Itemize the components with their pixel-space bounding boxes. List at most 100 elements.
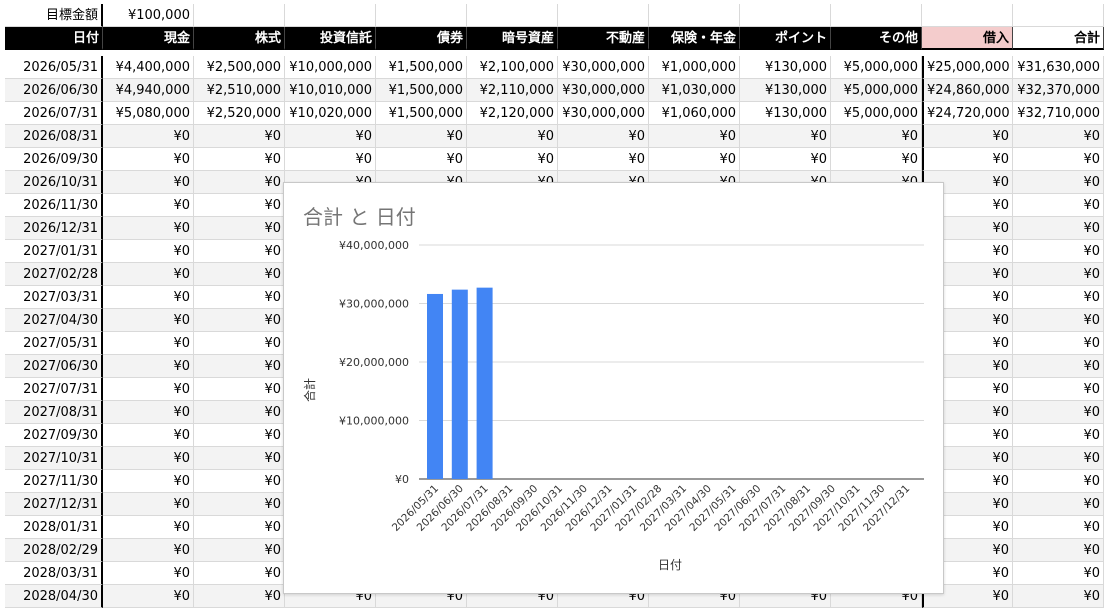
cell-total[interactable]: ¥32,710,000 <box>1013 102 1104 125</box>
cell-loan[interactable]: ¥0 <box>922 194 1013 217</box>
header-date[interactable]: 日付 <box>5 27 103 50</box>
cell-crypto[interactable]: ¥0 <box>467 148 558 171</box>
cell-cash[interactable]: ¥0 <box>103 217 194 240</box>
cell-cash[interactable]: ¥0 <box>103 309 194 332</box>
cell-loan[interactable]: ¥0 <box>922 240 1013 263</box>
empty-cell[interactable] <box>649 4 740 27</box>
cell-loan[interactable]: ¥0 <box>922 332 1013 355</box>
cell-funds[interactable]: ¥0 <box>285 148 376 171</box>
cell-date[interactable]: 2026/08/31 <box>5 125 103 148</box>
cell-date[interactable]: 2028/01/31 <box>5 516 103 539</box>
cell-date[interactable]: 2026/11/30 <box>5 194 103 217</box>
cell-loan[interactable]: ¥24,720,000 <box>922 102 1013 125</box>
header-real-estate[interactable]: 不動産 <box>558 27 649 50</box>
cell-cash[interactable]: ¥0 <box>103 355 194 378</box>
cell-stocks[interactable]: ¥0 <box>194 516 285 539</box>
cell-date[interactable]: 2027/06/30 <box>5 355 103 378</box>
header-funds[interactable]: 投資信託 <box>285 27 376 50</box>
cell-stocks[interactable]: ¥0 <box>194 217 285 240</box>
bar[interactable] <box>451 289 468 479</box>
cell-cash[interactable]: ¥0 <box>103 378 194 401</box>
cell-insurance[interactable]: ¥1,060,000 <box>649 102 740 125</box>
cell-stocks[interactable]: ¥0 <box>194 194 285 217</box>
cell-loan[interactable]: ¥0 <box>922 424 1013 447</box>
header-insurance[interactable]: 保険・年金 <box>649 27 740 50</box>
cell-stocks[interactable]: ¥0 <box>194 585 285 608</box>
cell-loan[interactable]: ¥0 <box>922 355 1013 378</box>
cell-loan[interactable]: ¥0 <box>922 263 1013 286</box>
cell-cash[interactable]: ¥0 <box>103 125 194 148</box>
cell-funds[interactable]: ¥0 <box>285 125 376 148</box>
header-other[interactable]: その他 <box>831 27 922 50</box>
cell-date[interactable]: 2026/10/31 <box>5 171 103 194</box>
header-bonds[interactable]: 債券 <box>376 27 467 50</box>
header-crypto[interactable]: 暗号資産 <box>467 27 558 50</box>
cell-insurance[interactable]: ¥1,000,000 <box>649 56 740 79</box>
cell-cash[interactable]: ¥0 <box>103 424 194 447</box>
cell-total[interactable]: ¥0 <box>1013 332 1104 355</box>
cell-stocks[interactable]: ¥0 <box>194 355 285 378</box>
cell-bonds[interactable]: ¥0 <box>376 148 467 171</box>
cell-loan[interactable]: ¥0 <box>922 539 1013 562</box>
cell-date[interactable]: 2028/04/30 <box>5 585 103 608</box>
cell-cash[interactable]: ¥0 <box>103 286 194 309</box>
cell-cash[interactable]: ¥0 <box>103 493 194 516</box>
header-loan[interactable]: 借入 <box>922 27 1013 50</box>
cell-bonds[interactable]: ¥0 <box>376 125 467 148</box>
empty-cell[interactable] <box>1013 4 1104 27</box>
cell-cash[interactable]: ¥0 <box>103 470 194 493</box>
cell-loan[interactable]: ¥0 <box>922 171 1013 194</box>
cell-funds[interactable]: ¥10,010,000 <box>285 79 376 102</box>
cell-real-estate[interactable]: ¥30,000,000 <box>558 56 649 79</box>
cell-crypto[interactable]: ¥2,110,000 <box>467 79 558 102</box>
cell-stocks[interactable]: ¥0 <box>194 539 285 562</box>
cell-total[interactable]: ¥0 <box>1013 493 1104 516</box>
cell-date[interactable]: 2028/03/31 <box>5 562 103 585</box>
cell-stocks[interactable]: ¥0 <box>194 493 285 516</box>
header-total[interactable]: 合計 <box>1013 27 1104 50</box>
cell-date[interactable]: 2026/09/30 <box>5 148 103 171</box>
cell-other[interactable]: ¥5,000,000 <box>831 102 922 125</box>
cell-date[interactable]: 2027/12/31 <box>5 493 103 516</box>
cell-total[interactable]: ¥0 <box>1013 355 1104 378</box>
cell-total[interactable]: ¥0 <box>1013 562 1104 585</box>
cell-stocks[interactable]: ¥0 <box>194 378 285 401</box>
cell-date[interactable]: 2027/01/31 <box>5 240 103 263</box>
cell-date[interactable]: 2027/11/30 <box>5 470 103 493</box>
cell-other[interactable]: ¥0 <box>831 148 922 171</box>
cell-points[interactable]: ¥130,000 <box>740 102 831 125</box>
cell-stocks[interactable]: ¥2,520,000 <box>194 102 285 125</box>
empty-cell[interactable] <box>922 4 1013 27</box>
cell-other[interactable]: ¥5,000,000 <box>831 79 922 102</box>
cell-cash[interactable]: ¥5,080,000 <box>103 102 194 125</box>
cell-stocks[interactable]: ¥0 <box>194 125 285 148</box>
empty-cell[interactable] <box>558 4 649 27</box>
cell-date[interactable]: 2026/07/31 <box>5 102 103 125</box>
empty-cell[interactable] <box>467 4 558 27</box>
cell-cash[interactable]: ¥0 <box>103 332 194 355</box>
cell-cash[interactable]: ¥0 <box>103 401 194 424</box>
cell-total[interactable]: ¥0 <box>1013 539 1104 562</box>
cell-funds[interactable]: ¥10,020,000 <box>285 102 376 125</box>
header-points[interactable]: ポイント <box>740 27 831 50</box>
cell-date[interactable]: 2026/12/31 <box>5 217 103 240</box>
cell-cash[interactable]: ¥0 <box>103 240 194 263</box>
cell-real-estate[interactable]: ¥30,000,000 <box>558 102 649 125</box>
cell-total[interactable]: ¥31,630,000 <box>1013 56 1104 79</box>
cell-date[interactable]: 2027/09/30 <box>5 424 103 447</box>
cell-loan[interactable]: ¥0 <box>922 217 1013 240</box>
cell-crypto[interactable]: ¥0 <box>467 125 558 148</box>
cell-date[interactable]: 2026/05/31 <box>5 56 103 79</box>
cell-loan[interactable]: ¥0 <box>922 401 1013 424</box>
cell-other[interactable]: ¥0 <box>831 125 922 148</box>
cell-stocks[interactable]: ¥0 <box>194 240 285 263</box>
cell-date[interactable]: 2027/03/31 <box>5 286 103 309</box>
bar[interactable] <box>476 287 493 479</box>
cell-stocks[interactable]: ¥0 <box>194 332 285 355</box>
target-label-cell[interactable]: 目標金額 <box>5 4 103 27</box>
cell-stocks[interactable]: ¥0 <box>194 286 285 309</box>
cell-loan[interactable]: ¥0 <box>922 562 1013 585</box>
header-cash[interactable]: 現金 <box>103 27 194 50</box>
cell-date[interactable]: 2027/04/30 <box>5 309 103 332</box>
cell-total[interactable]: ¥0 <box>1013 171 1104 194</box>
